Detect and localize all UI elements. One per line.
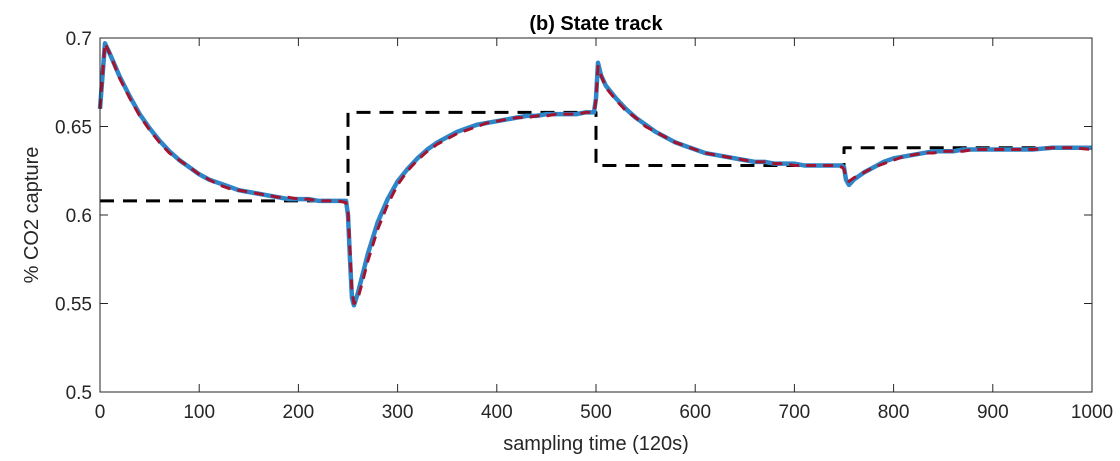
axis-ticks: 0 100 200 300 400 500 600 700 800 900 1000 0.5 0.55 0…: [55, 29, 1113, 423]
x-tick-label: 500: [580, 402, 612, 423]
x-tick-label: 0: [95, 402, 106, 423]
x-tick-label: 1000: [1071, 402, 1113, 423]
setpoint-line: [100, 110, 1092, 203]
x-tick-label: 400: [481, 402, 513, 423]
predicted-state-line: [98, 41, 1093, 305]
x-axis-label: sampling time (120s): [503, 433, 689, 455]
y-axis-label: % CO2 capture: [21, 147, 43, 284]
x-tick-label: 900: [977, 402, 1009, 423]
x-tick-label: 100: [183, 402, 215, 423]
x-tick-label: 700: [779, 402, 811, 423]
x-tick-label: 800: [878, 402, 910, 423]
y-tick-label: 0.7: [66, 29, 92, 50]
y-tick-label: 0.6: [66, 206, 92, 227]
plot-lines: [97, 41, 1093, 308]
chart-title: (b) State track: [529, 13, 663, 35]
y-tick-label: 0.65: [55, 118, 92, 139]
y-tick-label: 0.5: [66, 383, 92, 404]
x-tick-label: 600: [679, 402, 711, 423]
y-tick-label: 0.55: [55, 295, 92, 316]
x-tick-label: 300: [382, 402, 414, 423]
x-tick-label: 200: [283, 402, 315, 423]
